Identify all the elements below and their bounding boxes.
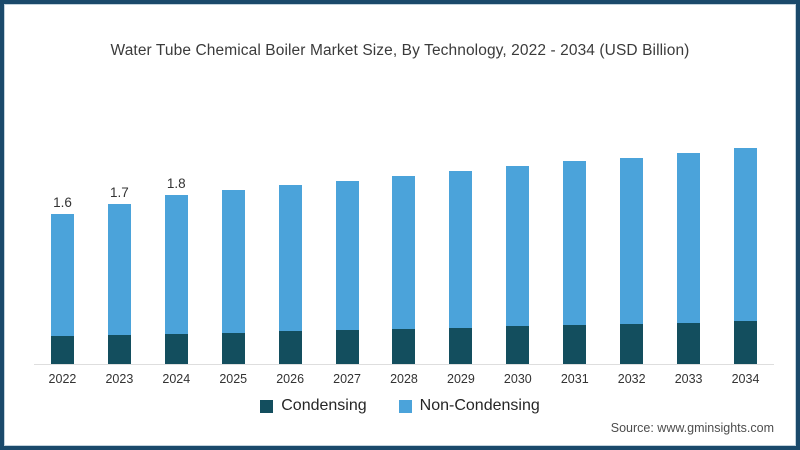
x-tick-2028: 2028 <box>390 372 418 386</box>
data-label-2024: 1.8 <box>166 176 186 191</box>
bar-segment-condensing-2029 <box>449 328 473 364</box>
bar-column-2032 <box>603 112 660 364</box>
non-condensing-swatch-icon <box>398 399 412 413</box>
bar-segment-non-condensing-2024 <box>164 195 188 334</box>
data-label-2022: 1.6 <box>53 195 72 210</box>
x-tick-2029: 2029 <box>447 372 475 386</box>
bar-column-2025 <box>205 112 262 364</box>
bar-segment-non-condensing-2029 <box>449 171 473 328</box>
bar-column-2029 <box>432 112 489 364</box>
chart-title: Water Tube Chemical Boiler Market Size, … <box>110 42 690 59</box>
bar-column-2028 <box>376 112 433 364</box>
stacked-bar-2029 <box>449 171 473 364</box>
stacked-bar-2026 <box>278 185 302 364</box>
x-tick-2034: 2034 <box>731 372 760 386</box>
stacked-bar-2030 <box>506 166 530 364</box>
x-tick-2023: 2023 <box>105 372 134 386</box>
legend-item-non-condensing: Non-Condensing <box>398 397 540 415</box>
bar-segment-condensing-2027 <box>335 330 359 364</box>
x-tick-2031: 2031 <box>560 372 589 386</box>
bar-column-2024: 1.8 <box>148 112 205 364</box>
bar-segment-condensing-2032 <box>620 324 644 364</box>
bar-segment-non-condensing-2032 <box>620 158 644 324</box>
legend-label-non-condensing: Non-Condensing <box>419 397 540 414</box>
condensing-swatch-icon <box>260 399 274 413</box>
x-tick-2025: 2025 <box>219 372 248 386</box>
stacked-bar-2028 <box>392 176 416 364</box>
stacked-bar-2034 <box>734 148 758 364</box>
stacked-bar-2024 <box>164 195 188 364</box>
bar-segment-non-condensing-2033 <box>677 153 701 323</box>
stacked-bar-2032 <box>620 158 644 364</box>
bar-segment-non-condensing-2022 <box>50 214 74 336</box>
bar-segment-condensing-2034 <box>734 321 758 364</box>
bar-segment-non-condensing-2030 <box>506 166 530 326</box>
x-axis-labels: 2022 2023 2024 2025 2026 2027 2028 2029 2030 2031… <box>34 372 774 386</box>
x-tick-2027: 2027 <box>333 372 361 386</box>
stacked-bar-2023 <box>107 204 131 364</box>
data-label-2023: 1.7 <box>109 185 129 200</box>
bar-segment-non-condensing-2026 <box>278 185 302 331</box>
bar-segment-condensing-2028 <box>392 329 416 364</box>
bar-segment-condensing-2030 <box>506 326 530 364</box>
bar-segment-condensing-2024 <box>164 334 188 364</box>
x-tick-2024: 2024 <box>162 372 191 386</box>
bar-segment-condensing-2023 <box>107 335 131 364</box>
stacked-bar-2031 <box>563 161 587 364</box>
legend-item-condensing: Condensing <box>260 397 367 415</box>
bar-column-2022: 1.6 <box>34 112 91 364</box>
bar-column-2033 <box>660 112 717 364</box>
bar-segment-non-condensing-2028 <box>392 176 416 329</box>
bar-column-2034 <box>717 112 774 364</box>
stacked-bar-2025 <box>221 190 245 364</box>
bar-segment-non-condensing-2034 <box>734 148 758 321</box>
x-tick-2026: 2026 <box>276 372 305 386</box>
bar-column-2027 <box>319 112 376 364</box>
bar-segment-condensing-2026 <box>278 331 302 364</box>
bar-segment-condensing-2025 <box>221 333 245 364</box>
legend-label-condensing: Condensing <box>281 397 367 414</box>
bar-segment-non-condensing-2031 <box>563 161 587 325</box>
x-tick-2030: 2030 <box>503 372 532 386</box>
stacked-bar-2027 <box>335 181 359 364</box>
bar-column-2031 <box>546 112 603 364</box>
legend: Condensing Non-Condensing <box>4 397 796 415</box>
source-attribution: Source: www.gminsights.com <box>610 421 774 435</box>
x-tick-2033: 2033 <box>674 372 703 386</box>
stacked-bar-2033 <box>677 153 701 364</box>
bar-segment-condensing-2031 <box>563 325 587 364</box>
bar-column-2023: 1.7 <box>91 112 148 364</box>
bar-segment-condensing-2022 <box>50 336 74 364</box>
stacked-bar-2022 <box>50 214 74 364</box>
bar-segment-non-condensing-2025 <box>221 190 245 333</box>
x-tick-2022: 2022 <box>48 372 77 386</box>
bar-segment-non-condensing-2023 <box>107 204 131 335</box>
bar-column-2026 <box>262 112 319 364</box>
bar-segment-condensing-2033 <box>677 323 701 364</box>
plot-area: 1.6 1.7 1.8 <box>34 112 774 365</box>
x-tick-2032: 2032 <box>617 372 646 386</box>
bar-column-2030 <box>489 112 546 364</box>
bar-segment-non-condensing-2027 <box>335 181 359 330</box>
